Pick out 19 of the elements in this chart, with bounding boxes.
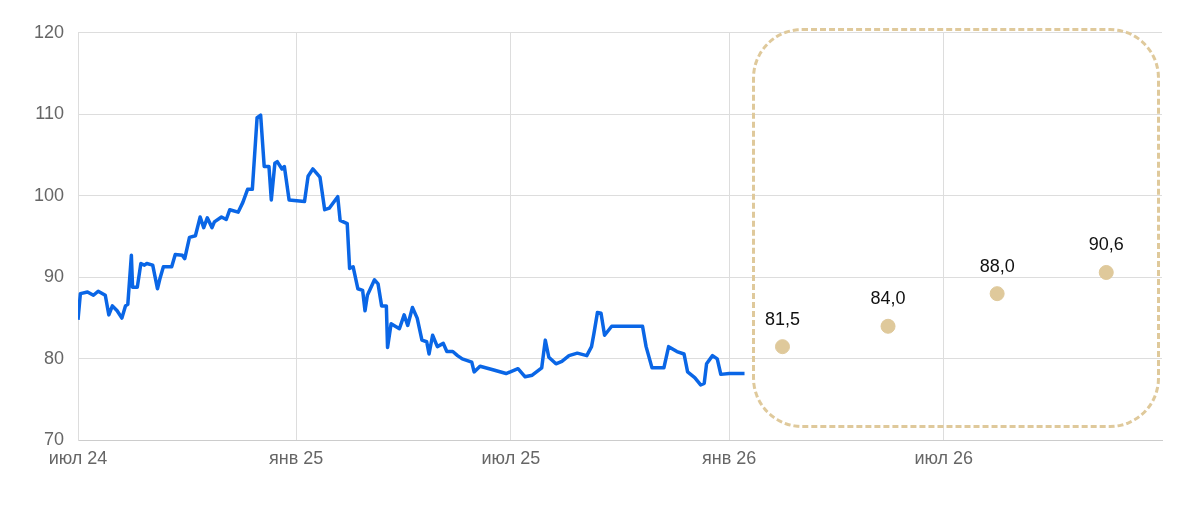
x-tick-label: июл 24	[48, 448, 108, 469]
data-label: 81,5	[764, 308, 800, 329]
y-tick-label: 80	[43, 347, 64, 368]
point	[774, 339, 790, 355]
y-tick-label: 120	[33, 21, 64, 42]
x-tick-label: июл 25	[481, 448, 541, 469]
y-tick-label: 110	[35, 103, 64, 124]
point	[880, 318, 896, 334]
data-label: 90,6	[1088, 234, 1124, 255]
data-label: 84,0	[870, 288, 906, 309]
x-tick-label: янв 26	[701, 448, 757, 469]
point	[1098, 264, 1114, 280]
x-tick-label: июл 26	[914, 448, 974, 469]
y-tick-label: 70	[43, 429, 64, 450]
data-label: 88,0	[979, 255, 1015, 276]
y-tick-label: 100	[33, 184, 64, 205]
y-tick-label: 90	[43, 266, 64, 287]
point	[989, 286, 1005, 302]
x-tick-label: янв 25	[269, 448, 324, 469]
